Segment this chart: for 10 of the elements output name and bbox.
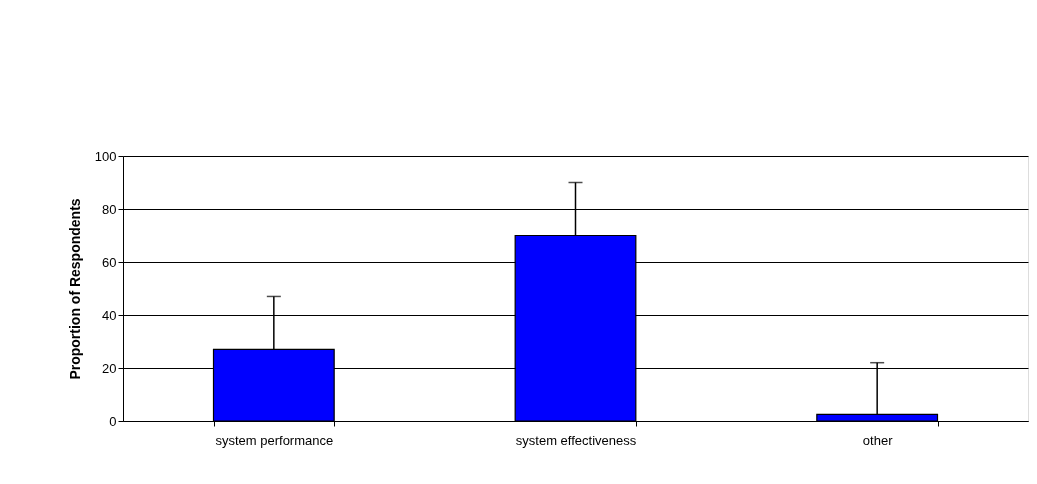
y-axis-title: Proportion of Respondents [66,198,83,380]
y-tick-label: 60 [102,254,117,270]
y-tick-label: 40 [102,307,117,323]
x-tick-label: system performance [215,432,334,448]
y-tick-label: 20 [102,360,117,376]
x-tick-label: other [862,432,894,448]
y-tick-label: 100 [94,148,117,164]
y-tick-label: 80 [102,201,117,217]
y-tick-label: 0 [109,413,117,429]
x-tick-label: system effectiveness [515,432,637,448]
